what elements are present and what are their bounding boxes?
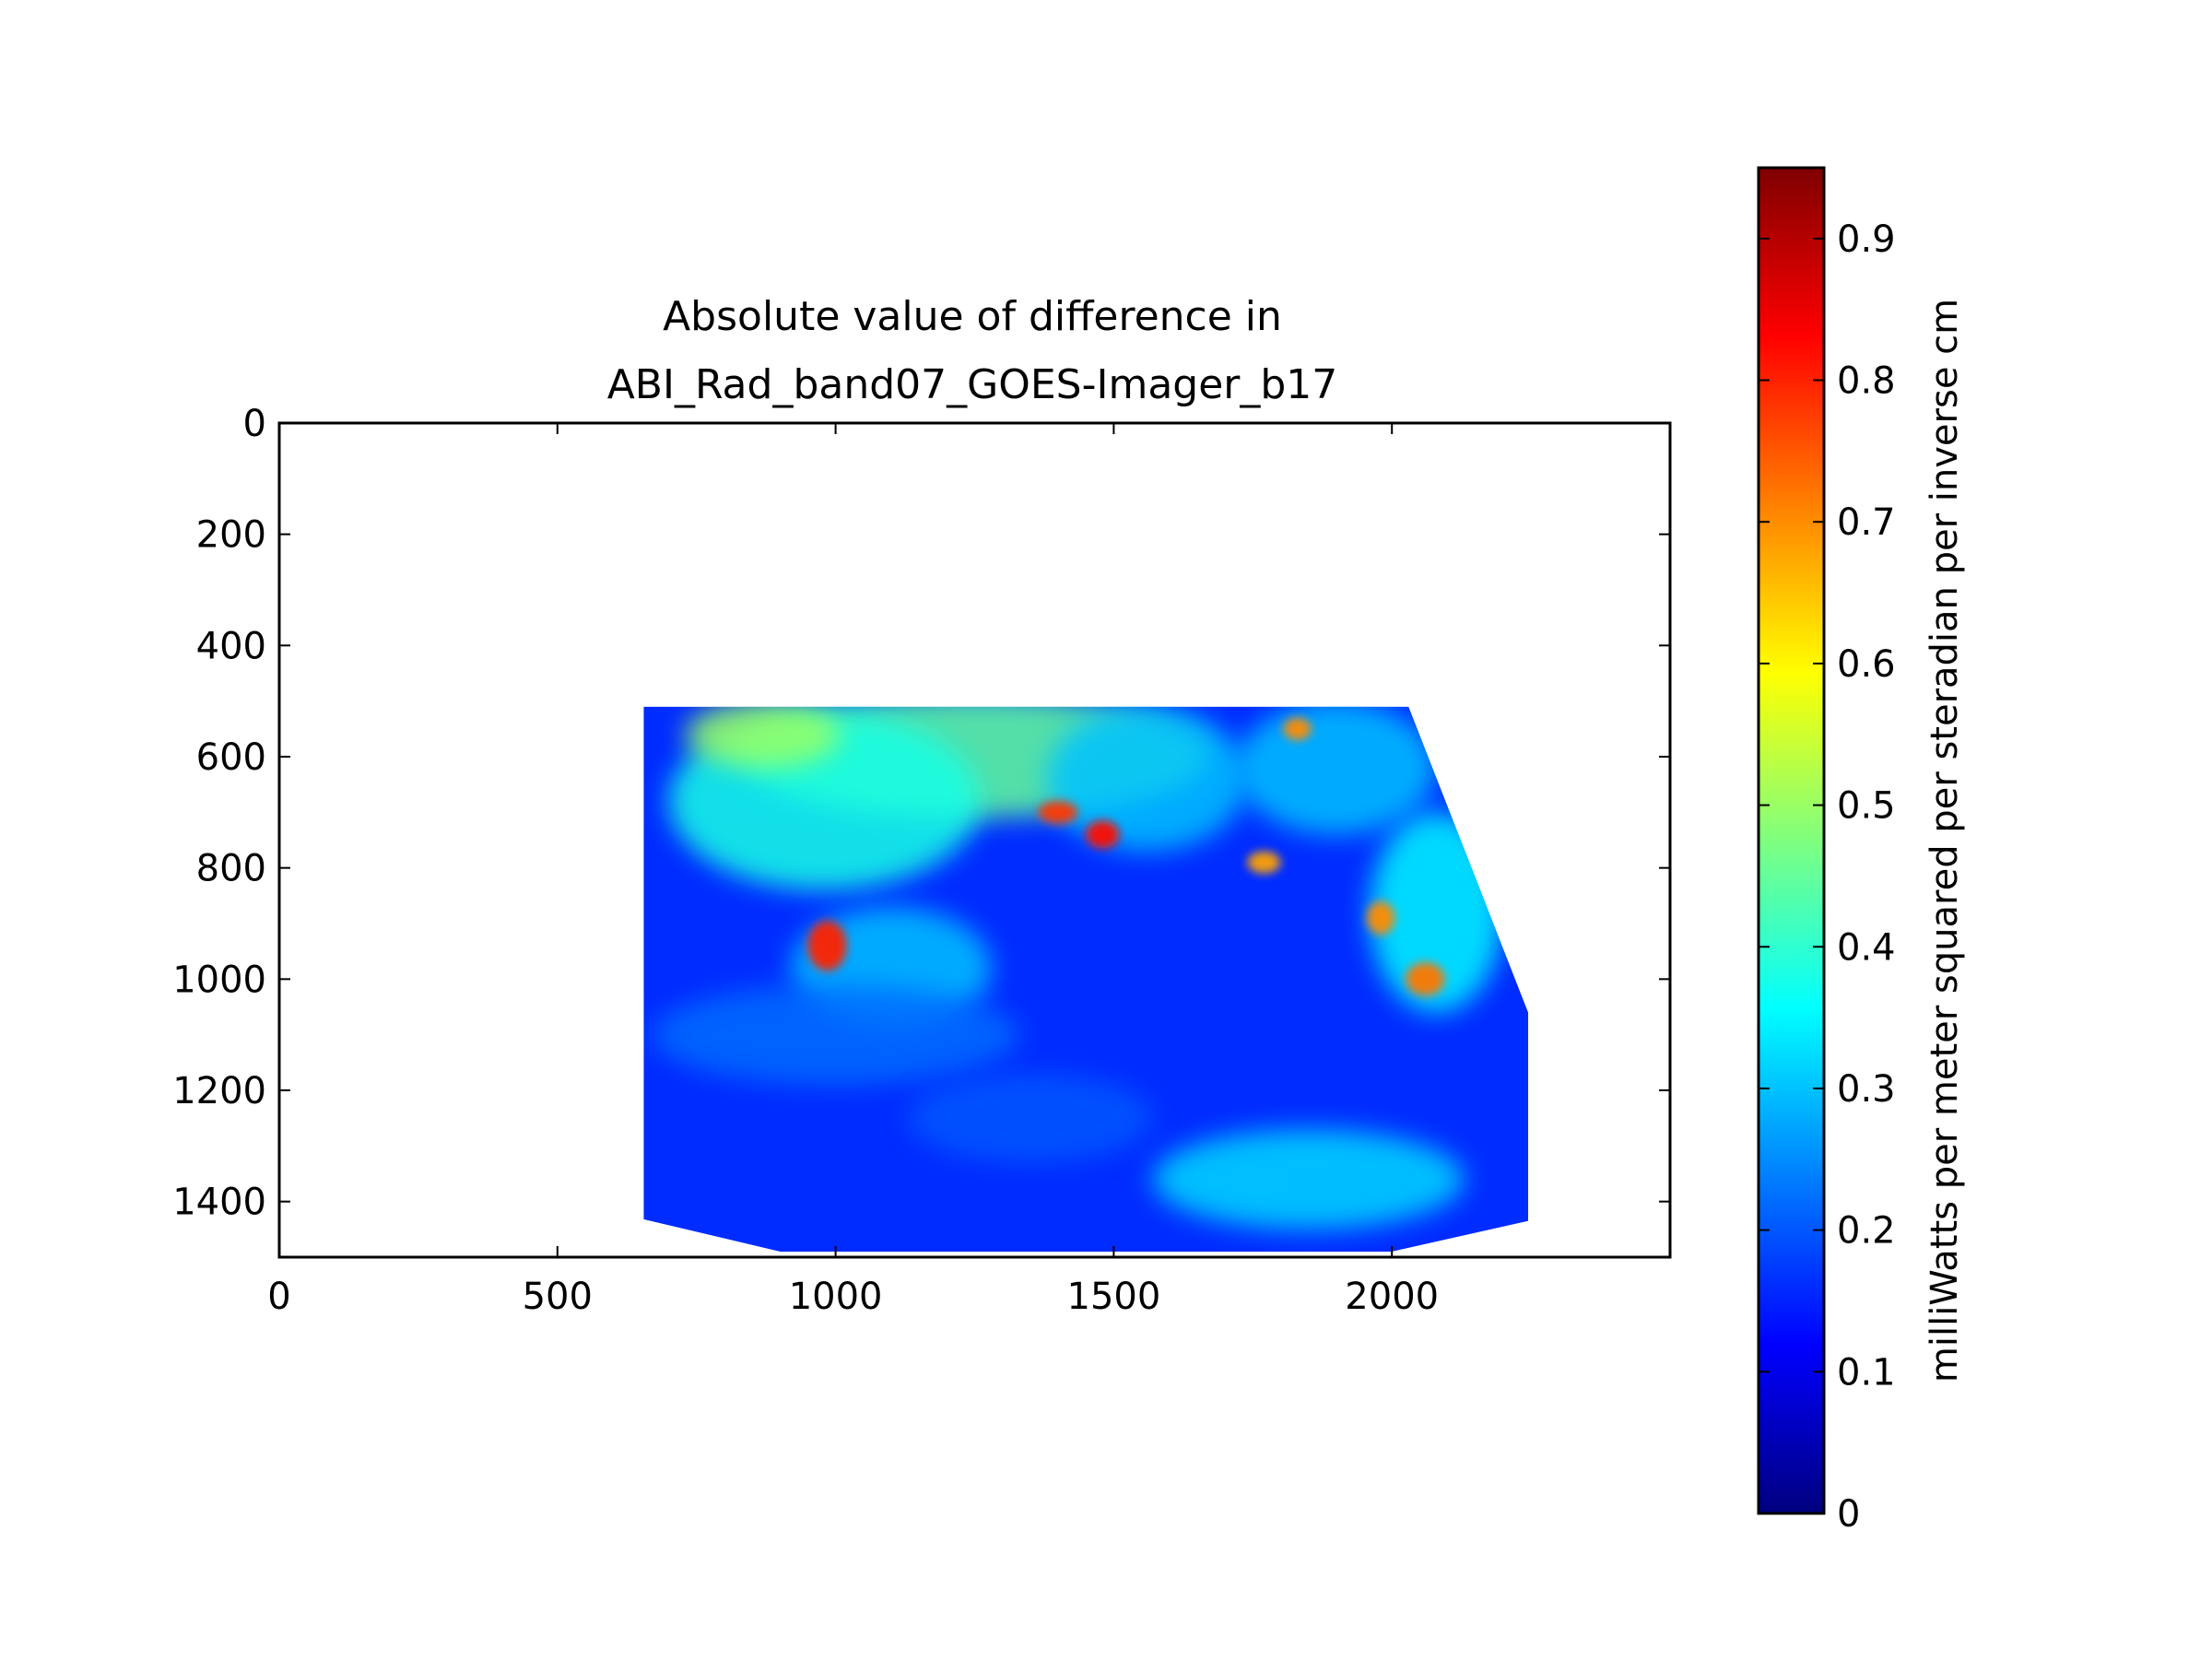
heatmap-feature (1283, 717, 1312, 740)
heatmap-feature (1086, 820, 1120, 849)
y-tick-label: 400 (196, 625, 266, 667)
colorbar-tick-label: 0.4 (1837, 926, 1896, 969)
heatmap-feature (685, 706, 841, 769)
x-tick-label: 0 (267, 1276, 290, 1318)
heatmap-feature (1406, 962, 1445, 996)
x-tick-label: 2000 (1345, 1276, 1439, 1318)
x-axis: 0 500 1000 1500 2000 (267, 423, 1439, 1318)
x-tick-label: 1000 (789, 1276, 883, 1318)
colorbar-tick-label: 0.5 (1837, 785, 1896, 828)
colorbar-tick-label: 0.2 (1837, 1210, 1896, 1253)
heatmap-feature (1152, 1129, 1465, 1230)
heatmap-feature (652, 984, 1019, 1085)
y-tick-label: 0 (243, 403, 266, 445)
colorbar-tick-label: 0.8 (1837, 360, 1896, 403)
heatmap-feature (1038, 801, 1078, 824)
colorbar-tick-label: 0.7 (1837, 501, 1896, 544)
heatmap-feature (908, 1073, 1153, 1163)
heatmap-feature (1247, 851, 1281, 874)
y-tick-label: 1000 (172, 959, 266, 1001)
heatmap-feature (1046, 706, 1248, 852)
x-tick-label: 500 (523, 1276, 593, 1318)
plot-frame (277, 421, 1672, 1259)
colorbar-ticks: 0 0.1 0.2 0.3 0.4 0.5 0.6 0.7 0.8 0.9 (1759, 218, 1896, 1535)
y-tick-label: 600 (196, 736, 266, 779)
heatmap-features (652, 706, 1503, 1230)
colorbar (1757, 166, 1826, 1515)
y-tick-label: 1200 (172, 1070, 266, 1112)
colorbar-tick-label: 0 (1837, 1493, 1860, 1535)
y-axis: 0 200 400 600 800 1000 1200 1400 (172, 403, 1670, 1224)
chart-title-line-1: Absolute value of difference in (663, 293, 1282, 340)
y-tick-label: 1400 (172, 1182, 266, 1224)
colorbar-tick-label: 0.1 (1837, 1351, 1896, 1394)
y-tick-label: 800 (196, 848, 266, 890)
heatmap-image (643, 706, 1529, 1252)
heatmap-feature (1367, 900, 1395, 935)
x-tick-label: 1500 (1067, 1276, 1161, 1318)
colorbar-tick-label: 0.9 (1837, 218, 1896, 261)
colorbar-tick-label: 0.3 (1837, 1068, 1896, 1111)
y-tick-label: 200 (196, 514, 266, 557)
chart-title-line-2: ABI_Rad_band07_GOES-Imager_b17 (607, 361, 1338, 408)
colorbar-tick-label: 0.6 (1837, 643, 1896, 686)
heatmap-feature (1236, 706, 1437, 835)
heatmap-feature (807, 920, 847, 971)
colorbar-label: milliWatts per meter squared per steradi… (1924, 299, 1966, 1382)
